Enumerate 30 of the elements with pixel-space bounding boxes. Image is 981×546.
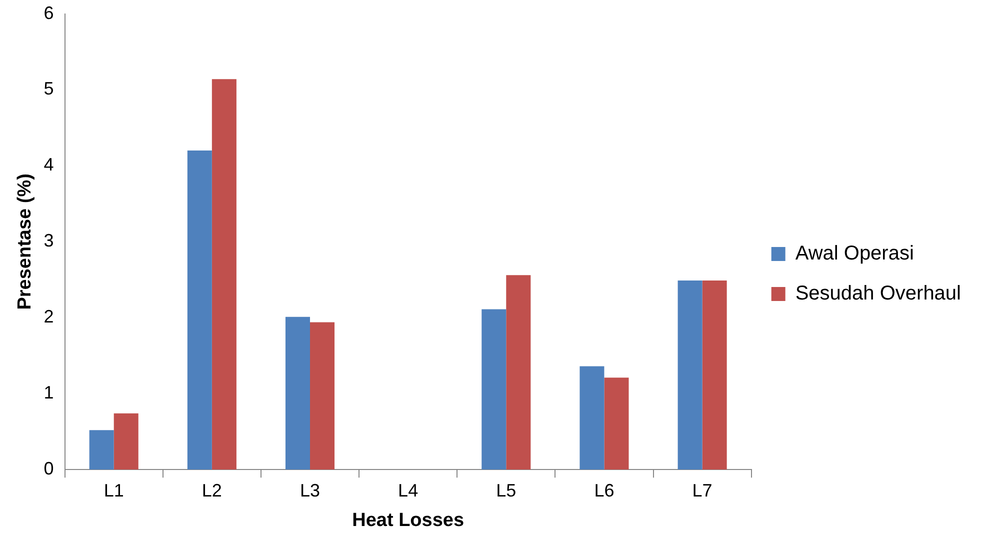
bar <box>604 378 629 470</box>
y-tick-label: 4 <box>44 154 54 175</box>
y-tick-label: 0 <box>44 458 54 479</box>
x-tick-label: L4 <box>398 480 418 500</box>
y-tick-label: 6 <box>44 2 54 23</box>
bar <box>114 413 138 470</box>
bar <box>482 309 506 470</box>
y-tick-label: 3 <box>44 230 54 251</box>
legend-label: Sesudah Overhaul <box>795 282 962 305</box>
bar <box>187 150 212 470</box>
bar <box>580 366 604 470</box>
x-tick-label: L1 <box>104 480 124 500</box>
bar <box>702 280 727 470</box>
x-tick-label: L3 <box>300 480 320 500</box>
x-tick-label: L2 <box>202 480 222 500</box>
bar <box>678 280 702 470</box>
x-tick-label: L7 <box>692 480 712 500</box>
x-tick-label: L6 <box>594 480 614 500</box>
x-tick-label: L5 <box>496 480 516 500</box>
x-axis-title: Heat Losses <box>352 510 464 531</box>
y-tick-label: 5 <box>44 78 54 99</box>
bar <box>285 316 310 470</box>
bar <box>89 430 114 470</box>
y-tick-label: 2 <box>44 306 54 327</box>
bar <box>310 322 335 470</box>
y-axis-title: Presentase (%) <box>14 174 36 310</box>
bar <box>506 275 531 470</box>
bar <box>212 79 236 470</box>
y-tick-label: 1 <box>44 382 54 403</box>
legend-label: Awal Operasi <box>795 242 914 265</box>
